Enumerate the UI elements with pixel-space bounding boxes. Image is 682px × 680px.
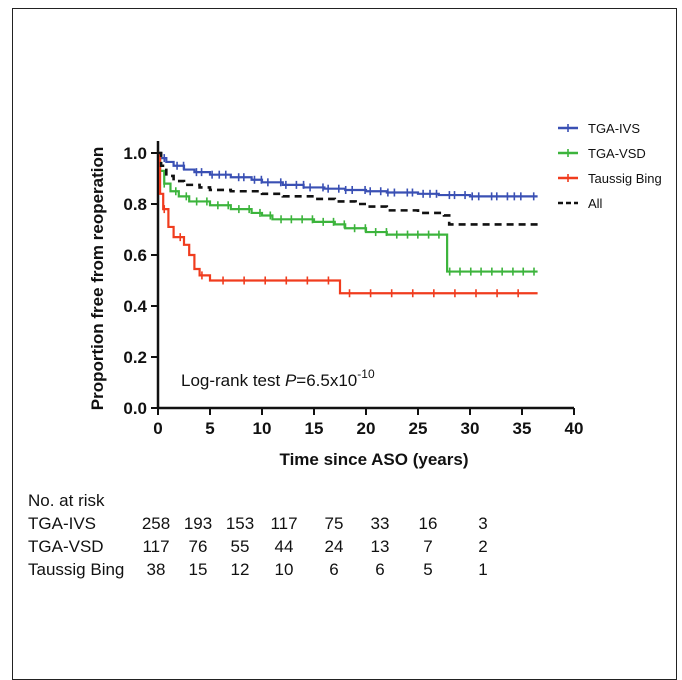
y-tick-label: 0.4	[123, 297, 147, 316]
x-tick-label: 35	[513, 419, 532, 438]
x-axis-label: Time since ASO (years)	[280, 450, 469, 469]
x-tick-label: 40	[565, 419, 584, 438]
risk-cell: 55	[230, 537, 250, 556]
risk-cell: 15	[188, 560, 208, 579]
risk-cell: 117	[270, 514, 298, 533]
risk-cell: 13	[370, 537, 390, 556]
y-tick-label: 0.6	[123, 246, 147, 265]
y-tick-label: 0.2	[123, 348, 147, 367]
series-line-all	[158, 151, 538, 226]
y-axis-label: Proportion free from reoperation	[88, 147, 107, 411]
series-line-taussig-bing	[158, 151, 538, 295]
x-tick-label: 20	[357, 419, 376, 438]
risk-cell: 3	[478, 514, 488, 533]
risk-cell: 10	[274, 560, 294, 579]
risk-cell: 33	[370, 514, 390, 533]
risk-cell: 6	[375, 560, 385, 579]
x-tick-label: 30	[461, 419, 480, 438]
risk-cell: 38	[146, 560, 166, 579]
legend-label: All	[588, 196, 603, 211]
y-tick-label: 1.0	[123, 144, 147, 163]
risk-cell: 153	[225, 514, 255, 533]
x-tick-label: 0	[153, 419, 162, 438]
x-tick-label: 5	[205, 419, 214, 438]
risk-cell: 117	[142, 537, 170, 556]
risk-cell: 12	[230, 560, 250, 579]
risk-cell: 1	[478, 560, 488, 579]
legend-label: TGA-VSD	[588, 146, 646, 161]
risk-cell: 7	[423, 537, 433, 556]
risk-cell: 193	[183, 514, 213, 533]
logrank-annotation: Log-rank test P=6.5x10-10	[181, 367, 375, 390]
legend-label: TGA-IVS	[588, 121, 640, 136]
risk-row-label: TGA-VSD	[28, 537, 104, 556]
risk-cell: 24	[324, 537, 344, 556]
legend-label: Taussig Bing	[588, 171, 662, 186]
x-tick-label: 15	[305, 419, 324, 438]
series-line-tga-vsd	[158, 151, 538, 273]
risk-cell: 258	[141, 514, 171, 533]
risk-table-title: No. at risk	[28, 491, 105, 510]
risk-cell: 6	[329, 560, 339, 579]
risk-cell: 75	[324, 514, 344, 533]
y-tick-label: 0.0	[123, 399, 147, 418]
risk-cell: 2	[478, 537, 488, 556]
risk-row-label: Taussig Bing	[28, 560, 125, 579]
x-tick-label: 25	[409, 419, 428, 438]
risk-cell: 16	[418, 514, 438, 533]
series-line-tga-ivs	[158, 151, 538, 198]
risk-cell: 44	[274, 537, 294, 556]
risk-row-label: TGA-IVS	[28, 514, 97, 533]
risk-cell: 5	[423, 560, 433, 579]
risk-cell: 76	[188, 537, 208, 556]
x-tick-label: 10	[253, 419, 272, 438]
y-tick-label: 0.8	[123, 195, 147, 214]
